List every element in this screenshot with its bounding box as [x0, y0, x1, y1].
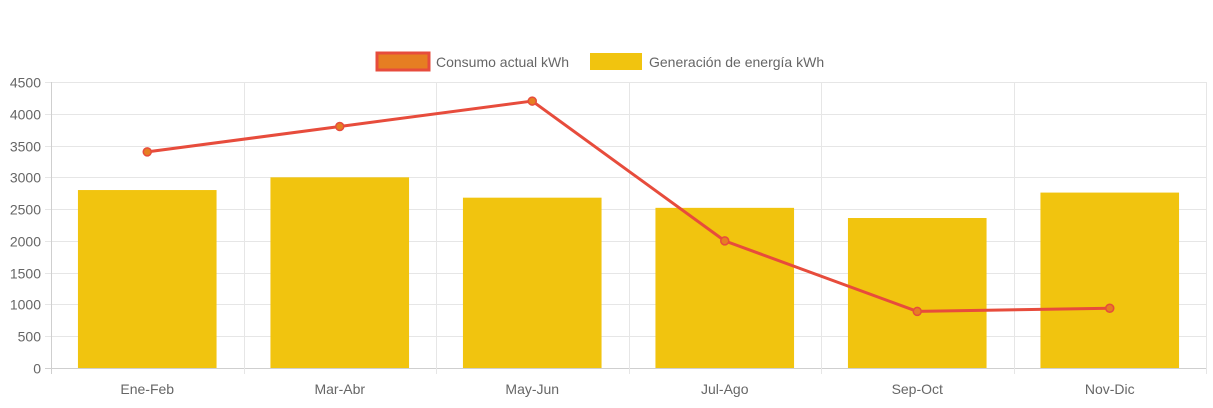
point-sep-oct[interactable] — [912, 306, 922, 317]
y-tick-label: 4500 — [10, 75, 41, 91]
y-tick-label: 0 — [33, 361, 41, 377]
point-nov-dic[interactable] — [1105, 303, 1115, 314]
legend-swatch-consumo[interactable] — [375, 51, 431, 72]
y-tick-label: 500 — [18, 329, 42, 345]
point-mar-abr[interactable] — [335, 121, 345, 132]
x-tick-label: Ene-Feb — [120, 381, 174, 397]
bar-nov-dic[interactable] — [1040, 192, 1180, 368]
chart-grid — [45, 82, 1207, 374]
y-tick-label: 1500 — [10, 266, 41, 282]
legend-swatch-generacion[interactable] — [590, 53, 642, 70]
y-tick-label: 2500 — [10, 202, 41, 218]
legend-label-consumo[interactable]: Consumo actual kWh — [436, 54, 569, 70]
consumo-line — [147, 99, 1110, 313]
y-tick-label: 1000 — [10, 297, 41, 313]
bar-mar-abr[interactable] — [270, 177, 410, 368]
y-tick-label: 3500 — [10, 139, 41, 155]
line-series-consumo — [142, 96, 1115, 317]
x-tick-label: Mar-Abr — [314, 381, 365, 397]
bar-ene-feb[interactable] — [77, 190, 217, 368]
legend-label-generacion[interactable]: Generación de energía kWh — [649, 54, 824, 70]
y-tick-label: 2000 — [10, 234, 41, 250]
x-tick-label: Nov-Dic — [1085, 381, 1135, 397]
y-tick-label: 3000 — [10, 170, 41, 186]
chart-axes: 0 500 1000 1500 2000 2500 3000 3500 4000 4500 Ene-… — [10, 75, 1135, 398]
bar-jul-ago[interactable] — [655, 207, 795, 368]
x-tick-label: Jul-Ago — [701, 381, 749, 397]
point-jul-ago[interactable] — [720, 236, 730, 246]
y-tick-label: 4000 — [10, 107, 41, 123]
bar-may-jun[interactable] — [462, 197, 602, 368]
point-may-jun[interactable] — [527, 96, 537, 106]
x-tick-label: Sep-Oct — [892, 381, 943, 397]
x-tick-label: May-Jun — [505, 381, 559, 397]
point-ene-feb[interactable] — [142, 147, 152, 157]
chart-legend: Consumo actual kWh Generación de energía… — [375, 51, 824, 72]
bar-series-generacion — [77, 177, 1180, 368]
